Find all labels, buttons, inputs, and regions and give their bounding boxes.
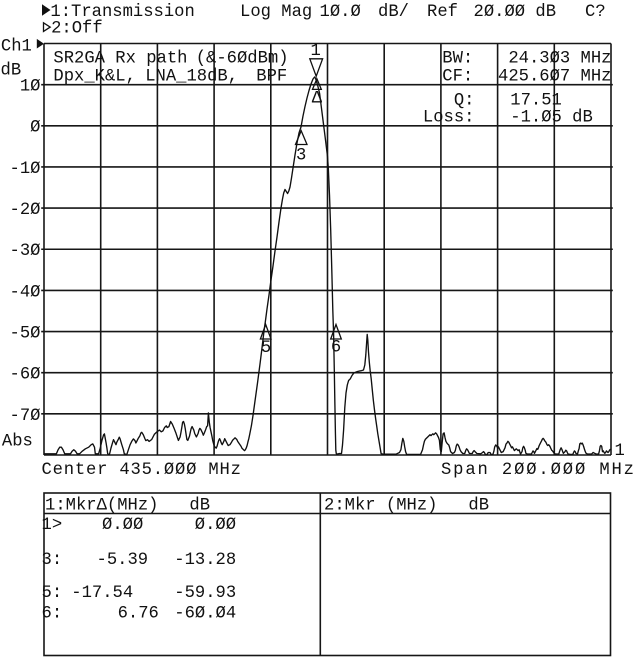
svg-text:Center 435.ØØØ MHz: Center 435.ØØØ MHz bbox=[42, 461, 242, 480]
svg-text:1Ø.Ø: 1Ø.Ø bbox=[320, 3, 361, 22]
svg-text:-5Ø: -5Ø bbox=[10, 324, 41, 343]
svg-text:-13.28: -13.28 bbox=[174, 551, 236, 570]
svg-text:-5.39: -5.39 bbox=[97, 551, 149, 570]
svg-text:17.51: 17.51 bbox=[510, 92, 562, 111]
svg-text:2:Mkr (MHz) dB: 2:Mkr (MHz) dB bbox=[324, 496, 489, 515]
svg-text:LNA_18dB,: LNA_18dB, bbox=[145, 67, 238, 86]
svg-text:6: 6 bbox=[331, 338, 341, 357]
svg-text:(&-6ØdBm): (&-6ØdBm) bbox=[196, 49, 289, 68]
svg-text:Dpx_K&L,: Dpx_K&L, bbox=[53, 67, 136, 86]
svg-text:24.3Ø3 MHz: 24.3Ø3 MHz bbox=[508, 49, 611, 68]
svg-text:SR2GA Rx path: SR2GA Rx path bbox=[53, 49, 187, 68]
svg-text:Δ: Δ bbox=[312, 89, 323, 108]
svg-text:-6Ø.Ø4: -6Ø.Ø4 bbox=[174, 604, 236, 623]
svg-text:Q:: Q: bbox=[454, 92, 475, 111]
svg-text:6.76: 6.76 bbox=[118, 604, 159, 623]
svg-text:2Ø.ØØ dB: 2Ø.ØØ dB bbox=[474, 3, 557, 22]
svg-text:Ch1: Ch1 bbox=[1, 38, 32, 57]
svg-text:Ø: Ø bbox=[30, 119, 40, 138]
svg-text:Loss:: Loss: bbox=[423, 109, 475, 128]
svg-text:-2Ø: -2Ø bbox=[10, 201, 41, 220]
svg-text:dB: dB bbox=[1, 62, 22, 81]
svg-text:3: 3 bbox=[296, 146, 306, 165]
svg-text:5:: 5: bbox=[42, 584, 63, 603]
svg-text:425.6Ø7 MHz: 425.6Ø7 MHz bbox=[498, 67, 611, 86]
svg-text:5: 5 bbox=[261, 339, 271, 358]
svg-text:Ref: Ref bbox=[427, 3, 458, 22]
svg-text:6:: 6: bbox=[42, 604, 63, 623]
svg-text:-3Ø: -3Ø bbox=[10, 242, 41, 261]
svg-text:BPF: BPF bbox=[256, 67, 287, 86]
svg-text:-7Ø: -7Ø bbox=[10, 407, 41, 426]
svg-text:CF:: CF: bbox=[442, 67, 473, 86]
svg-text:Ø.ØØ: Ø.ØØ bbox=[102, 516, 143, 535]
svg-text:-1.Ø5 dB: -1.Ø5 dB bbox=[510, 109, 593, 128]
svg-text:-59.93: -59.93 bbox=[174, 584, 236, 603]
svg-text:Span 2ØØ.ØØØ MHz: Span 2ØØ.ØØØ MHz bbox=[441, 461, 634, 480]
svg-text:Ø.ØØ: Ø.ØØ bbox=[195, 516, 236, 535]
svg-text:1: 1 bbox=[615, 442, 625, 461]
svg-text:1:Transmission: 1:Transmission bbox=[50, 3, 194, 22]
svg-text:dB/: dB/ bbox=[378, 3, 409, 22]
svg-text:-4Ø: -4Ø bbox=[10, 283, 41, 302]
svg-text:-1Ø: -1Ø bbox=[10, 160, 41, 179]
svg-text:1:MkrΔ(MHz) dB: 1:MkrΔ(MHz) dB bbox=[45, 496, 210, 515]
svg-text:3:: 3: bbox=[42, 551, 63, 570]
svg-text:Log Mag: Log Mag bbox=[240, 3, 312, 22]
svg-text:-17.54: -17.54 bbox=[71, 584, 133, 603]
svg-text:-6Ø: -6Ø bbox=[10, 366, 41, 385]
svg-text:Abs: Abs bbox=[2, 432, 33, 451]
svg-text:1: 1 bbox=[311, 42, 321, 61]
svg-text:2:Off: 2:Off bbox=[51, 19, 103, 38]
svg-text:C?: C? bbox=[585, 3, 606, 22]
svg-text:1Ø: 1Ø bbox=[20, 78, 41, 97]
svg-text:BW:: BW: bbox=[442, 49, 473, 68]
svg-text:1>: 1> bbox=[42, 516, 63, 535]
